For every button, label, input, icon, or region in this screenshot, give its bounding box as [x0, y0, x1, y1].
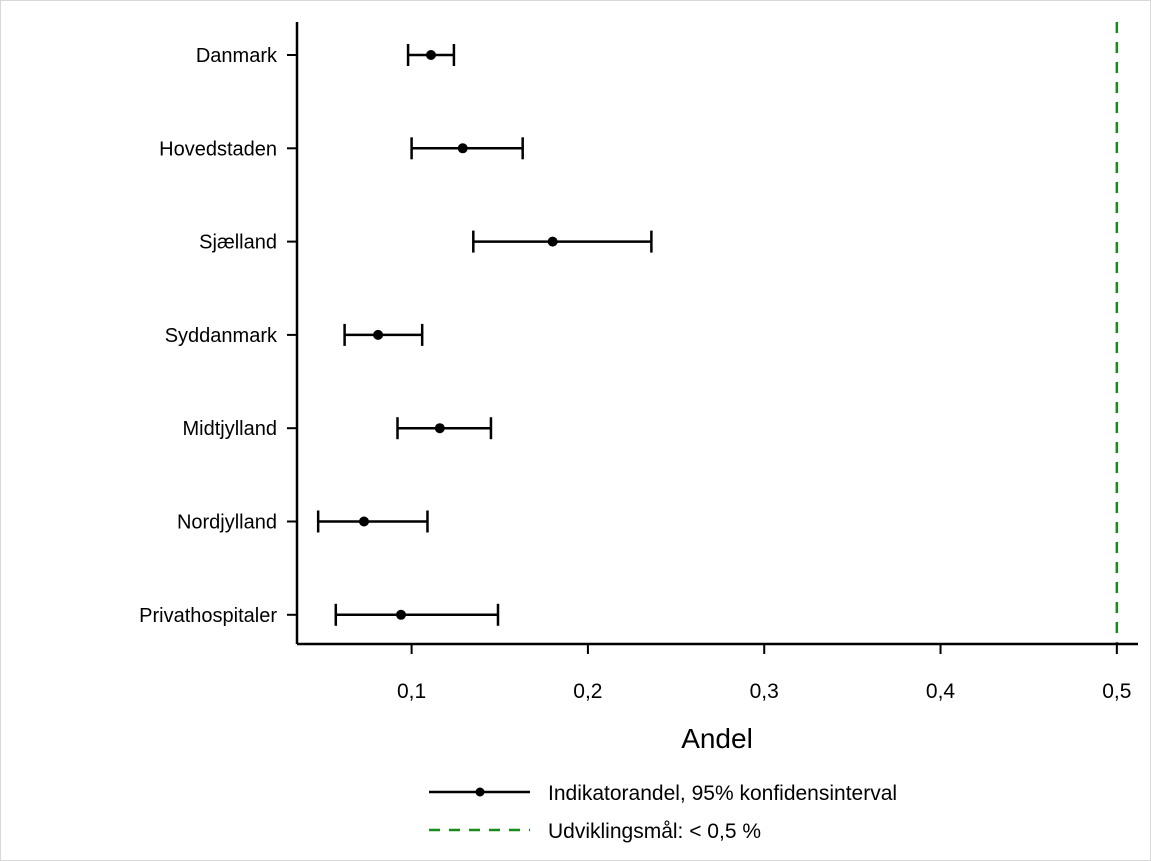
data-point	[358, 516, 369, 527]
category-label: Danmark	[196, 45, 278, 67]
x-tick-label: 0,4	[926, 680, 956, 703]
x-tick-label: 0,3	[750, 680, 779, 703]
legend-item-ci: Indikatorandel, 95% konfidensinterval	[429, 782, 897, 805]
x-tick-label: 0,1	[397, 680, 426, 703]
y-categories: Danmark Hovedstaden Sjælland Syddanmark Midt…	[139, 45, 297, 627]
data-points	[316, 44, 653, 626]
legend-item-target: Udviklingsmål: < 0,5 %	[429, 820, 761, 843]
data-point	[396, 609, 407, 620]
category-label: Hovedstaden	[159, 138, 277, 160]
category-label: Nordjylland	[177, 512, 277, 534]
x-axis-title: Andel	[681, 723, 753, 754]
category-label: Privathospitaler	[139, 605, 277, 627]
legend-label-ci: Indikatorandel, 95% konfidensinterval	[548, 782, 897, 805]
data-point	[434, 423, 445, 434]
legend-ci-dot	[475, 787, 485, 797]
data-point	[373, 329, 384, 340]
data-point	[457, 143, 468, 154]
legend: Indikatorandel, 95% konfidensinterval Ud…	[429, 782, 897, 843]
x-tick-label: 0,5	[1102, 680, 1131, 703]
data-point	[547, 236, 558, 247]
legend-label-target: Udviklingsmål: < 0,5 %	[548, 820, 761, 843]
category-label: Sjælland	[199, 232, 277, 254]
x-ticks: 0,1 0,2 0,3 0,4 0,5	[397, 644, 1131, 703]
data-point	[425, 50, 436, 60]
category-label: Midtjylland	[183, 418, 277, 440]
category-label: Syddanmark	[165, 325, 278, 347]
axes	[295, 22, 1138, 646]
x-tick-label: 0,2	[573, 680, 602, 703]
